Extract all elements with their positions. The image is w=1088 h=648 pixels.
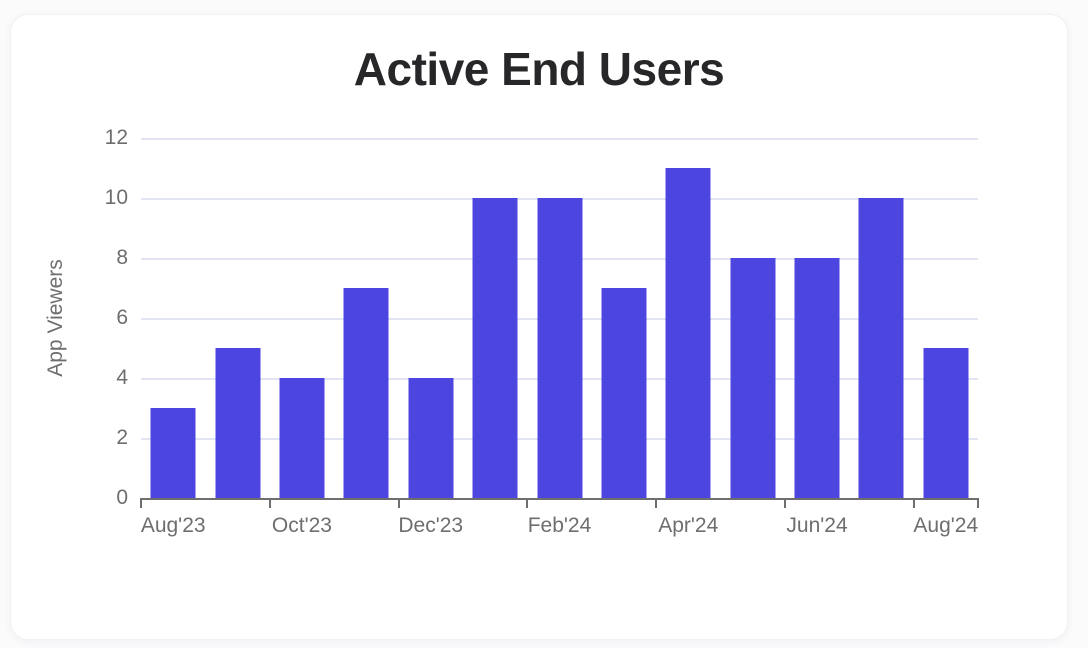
- bar[interactable]: [472, 198, 518, 498]
- x-tick-label: Aug'23: [140, 514, 206, 537]
- chart-card: Active End Users App Viewers 0 2 4 6 8 10 12 Au…: [10, 14, 1068, 640]
- y-axis-title: App Viewers: [44, 259, 67, 377]
- bar[interactable]: [537, 198, 582, 498]
- bar[interactable]: [150, 408, 196, 498]
- bar[interactable]: [279, 378, 325, 498]
- x-axis-tick: [526, 498, 529, 508]
- chart-title: Active End Users: [353, 43, 725, 95]
- x-tick-label: Aug'24: [913, 514, 979, 537]
- gridline: [141, 138, 978, 140]
- x-axis-tick: [783, 498, 786, 508]
- x-axis-line: [141, 498, 978, 500]
- x-axis-tick: [912, 498, 915, 508]
- x-axis-tick: [397, 498, 400, 508]
- x-axis-tick: [140, 498, 142, 508]
- x-tick-label: Dec'23: [398, 514, 464, 537]
- y-tick-label: 12: [104, 126, 128, 149]
- x-tick-label: Jun'24: [786, 514, 848, 537]
- y-tick-label: 2: [116, 426, 128, 449]
- bar[interactable]: [408, 378, 454, 498]
- y-tick-label: 8: [116, 246, 128, 269]
- bar[interactable]: [923, 348, 969, 498]
- bar[interactable]: [343, 288, 389, 498]
- x-tick-label: Feb'24: [527, 514, 592, 537]
- y-tick-label: 4: [116, 366, 128, 389]
- bar[interactable]: [665, 168, 711, 498]
- y-tick-label: 6: [116, 306, 128, 329]
- y-tick-label: 10: [104, 186, 128, 209]
- bar[interactable]: [730, 258, 776, 498]
- bar[interactable]: [858, 198, 904, 498]
- x-axis-tick: [268, 498, 271, 508]
- bar[interactable]: [601, 288, 647, 498]
- x-tick-label: Oct'23: [271, 514, 332, 537]
- bar[interactable]: [794, 258, 840, 498]
- x-tick-label: Apr'24: [658, 514, 719, 537]
- plot-area: 0 2 4 6 8 10 12 Aug'23 Oct'23 Dec'23 Feb'24 Apr'24 J…: [105, 126, 979, 537]
- bar[interactable]: [215, 348, 261, 498]
- x-axis-tick: [977, 498, 979, 508]
- y-tick-label: 0: [116, 486, 128, 509]
- x-axis-tick: [655, 498, 658, 508]
